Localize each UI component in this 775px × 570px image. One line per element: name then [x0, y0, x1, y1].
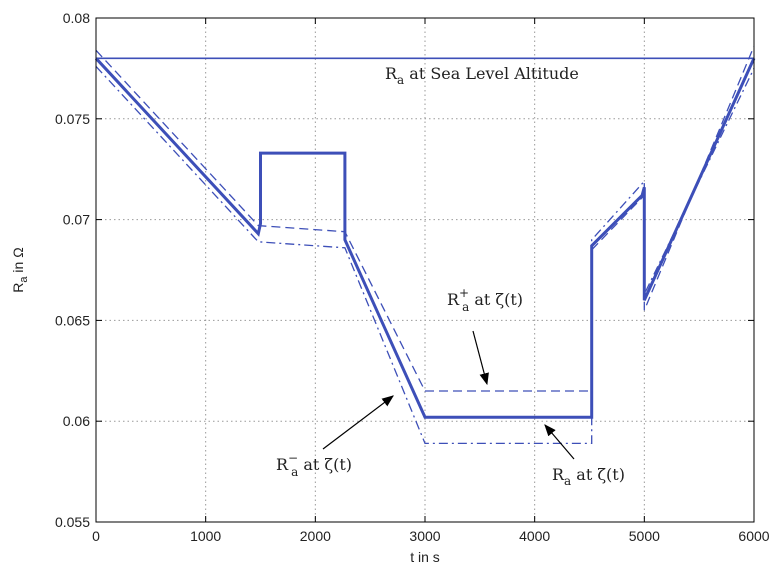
series-line-3	[95, 65, 755, 445]
annotation-sea-level: Ra at Sea Level Altitude	[385, 64, 579, 87]
x-tick-label: 6000	[738, 528, 769, 544]
series-layer	[94, 45, 756, 445]
annotation-r-plus: R+ a at ζ(t)	[447, 286, 523, 314]
y-tick-label: 0.065	[55, 312, 90, 328]
x-tick-label: 1000	[190, 528, 221, 544]
x-tick-label: 2000	[300, 528, 331, 544]
y-axis-label: Ra in Ω	[10, 247, 30, 292]
arrow-r-plus	[472, 330, 489, 386]
y-tick-label: 0.055	[55, 514, 90, 530]
annotation-r-minus: R− a at ζ(t)	[276, 451, 352, 479]
arrow-r-nominal	[544, 424, 575, 460]
x-tick-label: 4000	[519, 528, 550, 544]
y-tick-label: 0.08	[63, 10, 90, 26]
y-tick-label: 0.07	[63, 212, 90, 228]
annotation-r-nominal: Ra at ζ(t)	[552, 465, 625, 488]
grid	[96, 18, 754, 522]
y-tick-label: 0.075	[55, 111, 90, 127]
x-tick-label: 3000	[409, 528, 440, 544]
series-line-2	[95, 45, 755, 392]
y-tick-label: 0.06	[63, 413, 90, 429]
arrow-r-minus	[322, 395, 394, 450]
x-axis-label: t in s	[410, 549, 440, 565]
x-tick-label: 5000	[629, 528, 660, 544]
ticks: 0 1000 2000 3000 4000 5000 6000 0.055 0.06 0.065 0…	[55, 10, 770, 544]
x-tick-label: 0	[92, 528, 100, 544]
series-line-1	[94, 57, 756, 419]
